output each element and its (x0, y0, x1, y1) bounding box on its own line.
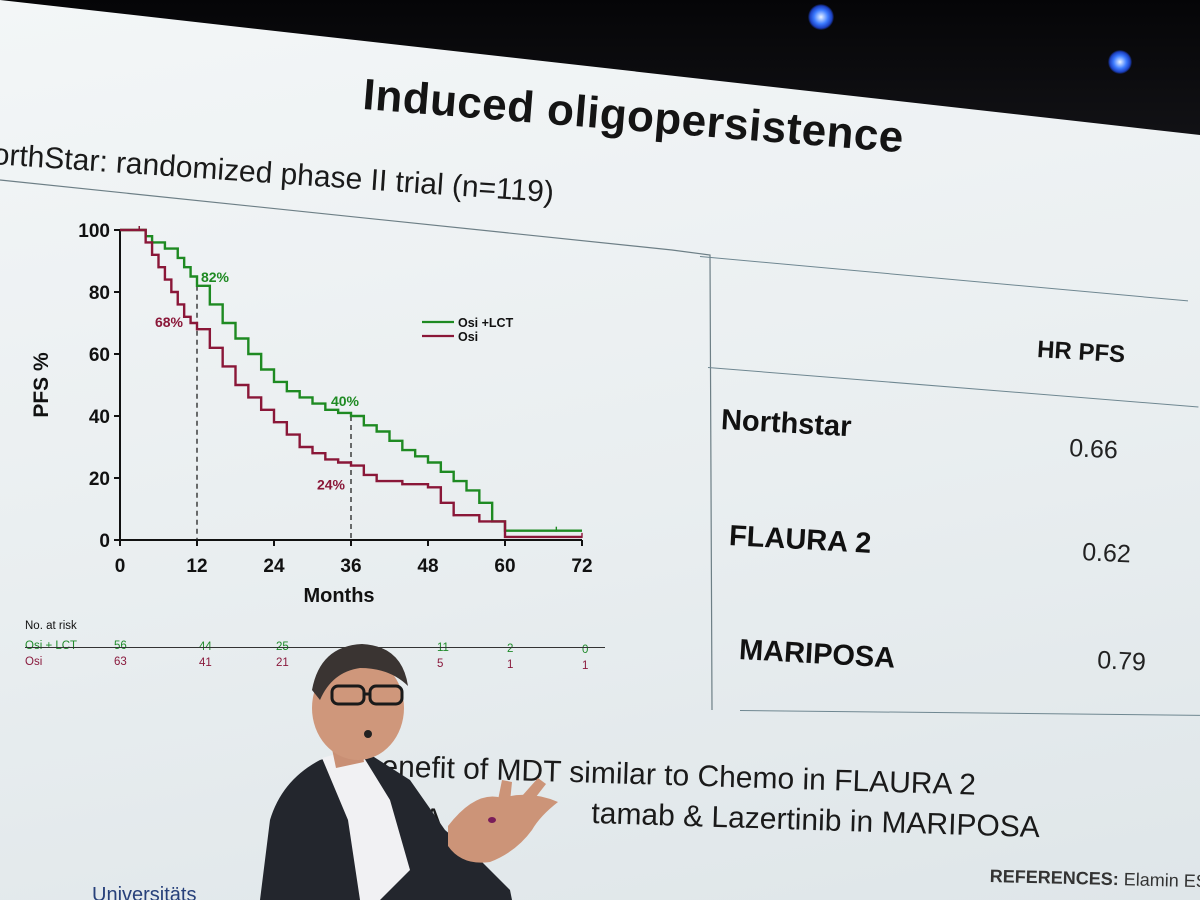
series-line-osi (120, 228, 582, 539)
hr-northstar: 0.66 (1068, 434, 1119, 465)
km-chart-panel: 0 20 40 60 80 100 0 12 24 36 48 60 72 Months PFS % 82%… (0, 150, 720, 710)
speaker-hands (448, 794, 558, 863)
x-tick-label: 72 (571, 556, 592, 577)
x-tick-label: 60 (494, 556, 515, 577)
risk-cell: 63 (114, 656, 127, 668)
legend-entry: Osi (458, 330, 478, 344)
hr-pfs-header: HR PFS (1036, 336, 1126, 369)
y-tick-label: 60 (89, 345, 110, 366)
risk-cell: 1 (582, 659, 589, 672)
table-rule-mid (707, 367, 1199, 408)
speaker-head (312, 656, 404, 760)
risk-cell: 1 (507, 659, 514, 671)
x-tick-label: 12 (186, 556, 207, 577)
risk-cell: 11 (437, 642, 449, 655)
chart-panel-border (0, 179, 713, 710)
risk-row-label: Osi (25, 656, 43, 668)
hr-flaura2: 0.62 (1081, 538, 1132, 569)
risk-cell: 5 (437, 658, 444, 671)
references-label: REFERENCES: (989, 866, 1119, 890)
series-line-osi-lct (120, 228, 582, 532)
references: REFERENCES: Elamin ESM (989, 866, 1200, 893)
annotation-label: 24% (317, 477, 346, 493)
speaker-ring (488, 817, 496, 823)
legend-entry: Osi +LCT (458, 316, 514, 330)
ceiling-spotlight-right (1108, 50, 1132, 74)
hr-mariposa: 0.79 (1096, 646, 1147, 677)
ceiling-spotlight-left (808, 4, 834, 30)
x-tick-label: 48 (417, 556, 438, 577)
y-axis-label: PFS % (30, 352, 53, 418)
risk-cell: 2 (507, 643, 514, 655)
risk-table-rule (25, 647, 605, 648)
table-rule-top (699, 256, 1189, 302)
speaker-shirt (322, 748, 410, 900)
speaker-person (260, 644, 558, 900)
y-tick-label: 40 (89, 407, 110, 428)
x-tick-label: 36 (340, 556, 361, 577)
y-tick-label: 0 (99, 531, 110, 552)
annotation-label: 68% (155, 314, 184, 330)
x-tick-label: 24 (263, 556, 285, 577)
trial-flaura2: FLAURA 2 (728, 520, 873, 560)
table-rule-bottom (739, 710, 1200, 716)
risk-row-label: Osi + LCT (25, 640, 78, 652)
x-tick-label: 0 (115, 556, 126, 577)
risk-cell: 56 (114, 640, 127, 652)
risk-cell: 21 (276, 657, 289, 670)
speaker-hair (312, 644, 408, 700)
risk-cell: 41 (199, 656, 212, 669)
y-tick-label: 100 (78, 221, 110, 242)
x-axis-label: Months (303, 585, 374, 607)
risk-cell: 44 (199, 640, 212, 653)
annotation-label: 82% (201, 269, 230, 285)
y-tick-label: 80 (89, 283, 110, 304)
y-tick-label: 20 (89, 469, 110, 490)
risk-cell: 0 (582, 643, 589, 656)
bottom-text-line-2b: tamab & Lazertinib in MARIPOSA (590, 797, 1041, 845)
annotation-label: 40% (331, 393, 360, 409)
references-text: Elamin ESM (1123, 869, 1200, 892)
trial-northstar: Northstar (720, 404, 853, 444)
footer-logo-text: Universitäts (92, 884, 197, 900)
speaker-microphone (364, 730, 372, 738)
risk-table-title: No. at risk (25, 620, 77, 632)
trial-mariposa: MARIPOSA (738, 634, 897, 675)
